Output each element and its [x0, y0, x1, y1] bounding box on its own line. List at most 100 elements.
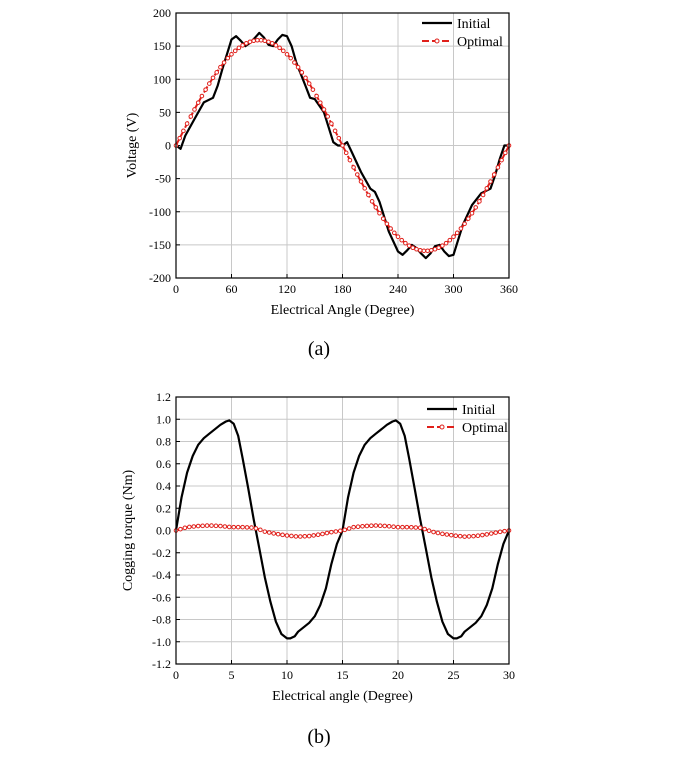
x-tick-label: 10	[281, 668, 293, 682]
series-optimal-marker	[406, 243, 412, 248]
chart-a: 0 60 120 180 240 300 360 -200 -150 -100 -50 0 50 100 1…	[125, 6, 518, 360]
series-optimal-marker	[502, 528, 507, 534]
y-tick-label: 0.2	[156, 501, 171, 515]
x-tick-label: 30	[503, 668, 515, 682]
y-axis-title: Cogging torque (Nm)	[121, 470, 136, 592]
series-optimal-marker	[391, 524, 396, 530]
series-optimal-marker	[184, 121, 190, 126]
series-optimal-marker	[360, 523, 365, 529]
series-optimal-marker	[491, 172, 497, 177]
legend-initial-label: Initial	[457, 17, 491, 32]
series-optimal-marker	[320, 531, 325, 537]
series-optimal-marker	[429, 247, 434, 253]
y-axis-title: Voltage (V)	[125, 112, 140, 178]
series-optimal-marker	[471, 533, 476, 539]
y-tick-label: -0.6	[152, 590, 171, 604]
series-optimal-marker	[417, 525, 423, 531]
series-optimal-marker	[321, 107, 327, 112]
series-optimal-marker	[177, 135, 182, 141]
series-optimal-marker	[373, 523, 379, 528]
series-optimal-marker	[178, 526, 183, 532]
series-optimal-marker	[235, 524, 241, 530]
series-optimal-marker	[488, 531, 494, 536]
legend-initial-label: Initial	[462, 403, 496, 418]
series-optimal-marker	[480, 192, 486, 198]
series-optimal-marker	[315, 532, 321, 538]
chart-b: 0 5 10 15 20 25 30 -1.2 -1.0 -0.8 -0.6 -0.4 -0.2 0.0 0…	[121, 390, 515, 748]
series-optimal-marker	[392, 230, 397, 236]
y-tick-label: -0.4	[152, 568, 171, 582]
series-optimal-marker	[253, 526, 259, 531]
series-optimal-marker	[404, 524, 410, 530]
y-tick-label: 100	[153, 72, 171, 86]
x-tick-label: 300	[445, 282, 463, 296]
series-optimal-marker	[480, 532, 485, 538]
series-optimal-marker	[488, 179, 493, 184]
series-optimal-marker	[484, 186, 490, 191]
y-tick-label: 1.2	[156, 390, 171, 404]
y-tick-label: 50	[159, 105, 171, 119]
series-optimal-marker	[271, 531, 276, 536]
series-optimal-marker	[195, 523, 201, 529]
series-optimal-marker	[444, 532, 450, 537]
series-optimal-marker	[275, 531, 281, 537]
series-optimal-marker	[266, 39, 271, 45]
series-optimal-marker	[255, 37, 260, 43]
series-optimal-marker	[362, 186, 368, 191]
series-optimal-marker	[426, 528, 432, 534]
series-optimal-marker	[191, 524, 197, 529]
series-optimal-marker	[222, 524, 228, 529]
series-optimal-marker	[364, 523, 370, 529]
series-optimal-marker	[343, 150, 349, 156]
series-optimal-marker	[324, 530, 330, 536]
legend-optimal-marker	[439, 424, 445, 430]
y-tick-label: -100	[149, 205, 171, 219]
plot-frame	[175, 396, 510, 665]
series-optimal-marker	[413, 525, 419, 530]
series-optimal-marker	[466, 534, 472, 539]
legend-optimal-label: Optimal	[462, 421, 508, 436]
legend-optimal-marker	[434, 38, 440, 44]
series-optimal-marker	[236, 45, 242, 51]
series-optimal-marker	[231, 524, 237, 530]
x-tick-label: 25	[448, 668, 460, 682]
series-optimal-marker	[292, 60, 297, 65]
x-tick-label: 240	[389, 282, 407, 296]
series-optimal-marker	[266, 530, 272, 535]
series-optimal-marker	[355, 172, 360, 177]
legend-optimal-label: Optimal	[457, 35, 503, 50]
series-optimal-marker	[329, 529, 334, 535]
series-optimal-marker	[395, 524, 401, 530]
series-optimal-marker	[289, 533, 294, 539]
series-optimal-marker	[314, 93, 319, 99]
series-optimal-marker	[448, 532, 454, 538]
series-optimal-marker	[280, 532, 285, 538]
x-axis-title: Electrical angle (Degree)	[272, 689, 413, 704]
series-optimal-marker	[400, 524, 405, 530]
series-optimal-marker	[458, 226, 464, 231]
x-tick-label: 360	[500, 282, 518, 296]
series-optimal-marker	[262, 38, 268, 44]
series-optimal-marker	[499, 157, 504, 163]
series-optimal-marker	[182, 525, 188, 531]
plot-frame	[175, 12, 510, 279]
x-tick-label: 0	[173, 282, 179, 296]
series-optimal-marker	[432, 246, 438, 252]
y-tick-label: -0.8	[152, 613, 171, 627]
series-optimal-marker	[473, 205, 479, 210]
series-optimal-marker	[329, 121, 334, 126]
series-optimal-marker	[436, 245, 442, 251]
x-tick-label: 15	[337, 668, 349, 682]
y-tick-label: 0.0	[156, 524, 171, 538]
series-optimal-marker	[258, 527, 263, 533]
series-optimal-marker	[453, 533, 459, 539]
series-optimal-marker	[395, 234, 401, 240]
series-optimal-marker	[351, 524, 356, 530]
figure-caption: (a)	[308, 338, 330, 360]
series-optimal-marker	[251, 38, 256, 44]
y-tick-label: -200	[149, 271, 171, 285]
y-tick-label: -1.0	[152, 635, 171, 649]
series-optimal-marker	[269, 40, 275, 46]
series-optimal-marker	[218, 64, 223, 70]
